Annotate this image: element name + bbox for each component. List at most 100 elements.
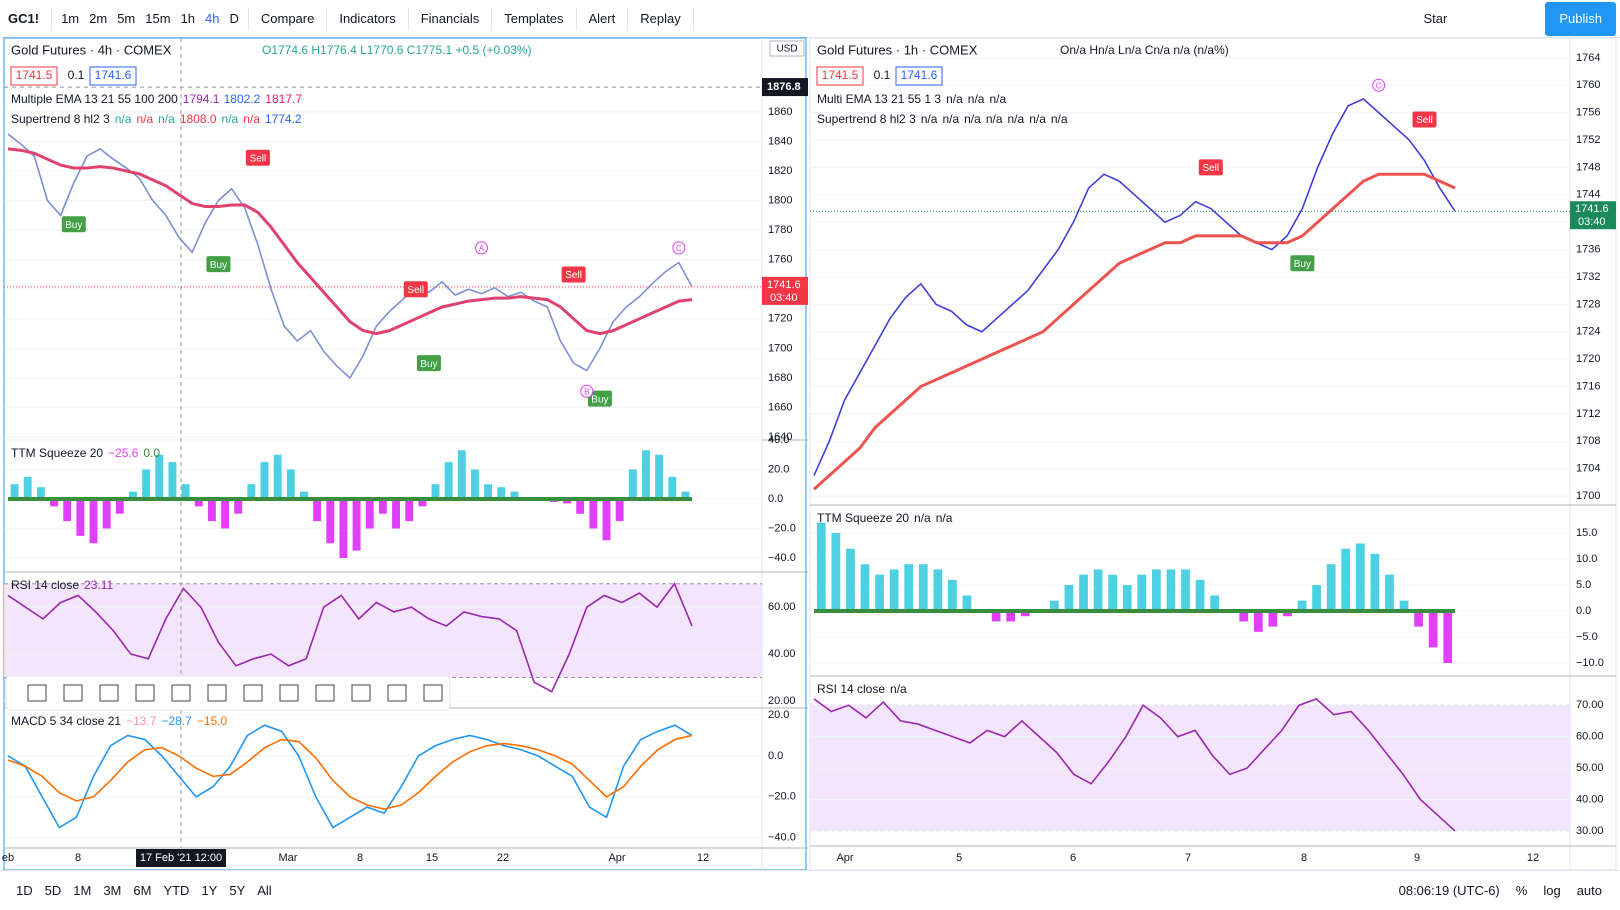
histogram-bar (1151, 569, 1161, 612)
toolbar-button[interactable]: Star (1423, 11, 1448, 26)
symbol[interactable]: GC1! (8, 11, 40, 26)
signal-label: Sell (1416, 115, 1433, 126)
time-label: 5 (956, 852, 962, 864)
drawing-tool-icon (351, 684, 371, 702)
toolbar-button[interactable]: Indicators (339, 11, 396, 26)
toolbar-button[interactable]: Compare (260, 11, 315, 26)
histogram-bar (1370, 553, 1380, 612)
legend-part: n/a (914, 511, 931, 525)
legend-part: 0.0 (143, 446, 160, 460)
histogram-bar (89, 498, 98, 544)
y-tick-label: 5.0 (1576, 579, 1591, 591)
publish-button[interactable]: Publish (1545, 1, 1616, 36)
legend-part: −13.7 (126, 714, 157, 728)
ohlc-values: O1774.6 H1776.4 L1770.6 C1775.1 +0.5 (+0… (262, 43, 532, 57)
chart-title: Gold Futures · 1h · COMEX (817, 42, 978, 57)
countdown-label: 03:40 (770, 292, 798, 304)
drawing-tool-icon (387, 684, 407, 702)
legend-line: Multiple EMA 13 21 55 100 200 1794.1 1802.… (11, 92, 302, 106)
histogram-bar (615, 498, 624, 522)
range-button[interactable]: 1M (73, 883, 92, 898)
range-button[interactable]: YTD (163, 883, 190, 898)
crosshair-time: 17 Feb '21 12:00 (140, 852, 222, 864)
scale-option[interactable]: % (1515, 883, 1528, 898)
legend-part: TTM Squeeze 20 (817, 511, 909, 525)
range-button[interactable]: 5Y (229, 883, 246, 898)
range-button[interactable]: 3M (103, 883, 122, 898)
y-tick-label: 1736 (1576, 243, 1600, 255)
toolbar-button[interactable]: Replay (640, 11, 681, 26)
toolbar-button[interactable]: Alert (588, 11, 616, 26)
histogram-bar (904, 564, 914, 612)
toolbar-button[interactable]: Templates (504, 11, 564, 26)
histogram-bar (155, 454, 164, 499)
histogram-bar (1414, 611, 1423, 627)
histogram-bar (102, 498, 111, 529)
series-line (7, 734, 693, 810)
y-tick-label: −40.0 (768, 552, 796, 564)
histogram-bar (181, 484, 190, 499)
y-tick-label: 1680 (768, 372, 792, 384)
interval-button[interactable]: 4h (205, 11, 220, 26)
histogram-bar (352, 498, 361, 551)
scale-option[interactable]: auto (1576, 883, 1602, 898)
histogram-bar (234, 498, 243, 514)
quote-box (895, 66, 943, 86)
series-line (7, 582, 693, 693)
interval-button[interactable]: D (229, 11, 239, 26)
histogram-bar (933, 569, 943, 612)
interval-button[interactable]: 2m (89, 11, 108, 26)
interval-button[interactable]: 5m (117, 11, 136, 26)
scale-option[interactable]: log (1543, 883, 1561, 898)
histogram-bar (642, 450, 650, 499)
histogram-bar (50, 498, 58, 507)
histogram-bar (681, 491, 690, 499)
interval-button[interactable]: 1m (61, 11, 80, 26)
legend-line: RSI 14 close 23.11 (11, 578, 114, 592)
histogram-bar (313, 498, 322, 522)
range-button[interactable]: 1D (16, 883, 33, 898)
range-button[interactable]: 6M (133, 883, 152, 898)
y-tick-label: 1744 (1576, 189, 1600, 201)
histogram-bar (1093, 569, 1103, 612)
y-tick-label: 40.00 (768, 648, 796, 660)
y-tick-label: 70.00 (1576, 699, 1604, 711)
legend-part: Supertrend 8 hl2 3 (817, 112, 916, 126)
legend-part: n/a (136, 112, 153, 126)
legend-line: Supertrend 8 hl2 3 n/a n/a n/a n/a n/a n/a n/a (817, 112, 1068, 126)
toolbar-button[interactable]: Financials (420, 11, 480, 26)
separator (575, 7, 577, 30)
interval-button[interactable]: 1h (180, 11, 196, 26)
y-tick-label: 1800 (768, 194, 792, 206)
histogram-bar (392, 498, 400, 529)
chart-title: Gold Futures · 4h · COMEX (11, 42, 172, 57)
range-button[interactable]: 5D (44, 883, 62, 898)
y-tick-label: 1732 (1576, 271, 1600, 283)
histogram-bar (405, 498, 414, 522)
wave-label: B (584, 387, 589, 396)
time-label: 15 (426, 852, 438, 864)
signal-label: Sell (565, 270, 582, 281)
y-tick-label: 1712 (1576, 408, 1600, 420)
interval-button[interactable]: 15m (145, 11, 171, 26)
histogram-bar (1355, 543, 1365, 612)
separator (407, 7, 409, 30)
legend-line: TTM Squeeze 20 n/a n/a (817, 511, 953, 525)
drawing-tool-icon (315, 684, 335, 702)
range-button[interactable]: 1Y (201, 883, 218, 898)
histogram-bar (889, 569, 899, 612)
legend-part: 1774.2 (265, 112, 302, 126)
last-price-label: 1741.6 (767, 279, 801, 291)
quote-box (10, 66, 58, 86)
histogram-bar (484, 484, 493, 499)
histogram-bar (1326, 564, 1336, 612)
range-button[interactable]: All (257, 883, 272, 898)
histogram-bar (1268, 611, 1278, 627)
legend-part: n/a (115, 112, 132, 126)
histogram-bar (1283, 611, 1292, 617)
histogram-bar (948, 579, 957, 612)
signal-box (206, 256, 231, 273)
y-tick-label: 15.0 (1576, 527, 1597, 539)
histogram-bar (142, 469, 151, 499)
